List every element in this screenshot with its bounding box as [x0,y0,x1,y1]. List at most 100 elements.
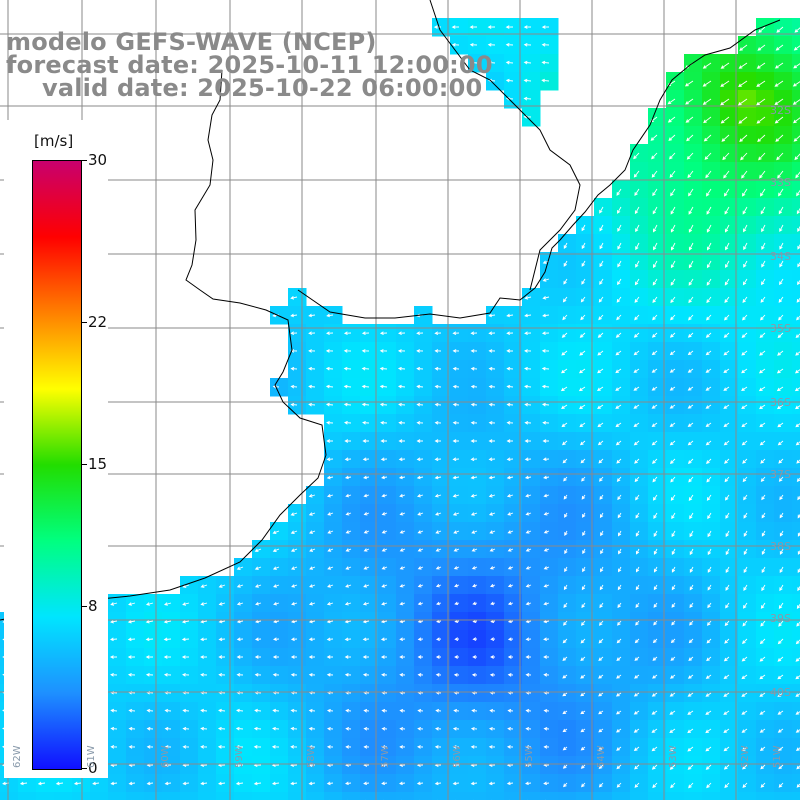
wind-arrow [722,152,730,161]
wind-speed-cell [432,666,451,685]
wind-arrow [706,476,712,483]
wind-arrow [598,314,604,321]
wind-speed-cell [792,180,800,199]
wind-arrow [524,296,532,300]
wind-arrow [761,548,766,555]
wind-arrow [760,314,766,321]
latitude-label: 36S [770,396,791,409]
wind-speed-cell [522,738,541,757]
wind-speed-cell [252,630,271,649]
wind-speed-cell [504,468,523,487]
wind-arrow [361,349,370,353]
wind-speed-cell [360,792,379,800]
wind-speed-cell [666,666,685,685]
wind-speed-cell [162,630,181,649]
wind-arrow [525,601,532,606]
wind-speed-cell [216,666,235,685]
wind-arrow [436,637,442,641]
wind-arrow [616,476,622,482]
wind-speed-cell [414,666,433,685]
wind-arrow [724,458,730,464]
wind-arrow [635,242,640,251]
wind-arrow [543,530,550,534]
wind-speed-cell [504,648,523,667]
wind-speed-cell [486,792,505,800]
wind-arrow [669,746,676,752]
wind-arrow [617,602,622,609]
wind-arrow [705,728,712,734]
wind-arrow [706,188,712,197]
wind-arrow [272,566,280,570]
wind-speed-cell [558,414,577,433]
wind-arrow [561,332,568,338]
wind-arrow [434,402,442,407]
wind-arrow [417,745,424,749]
wind-arrow [128,745,136,749]
wind-speed-cell [216,774,235,793]
wind-arrow [235,726,244,731]
wind-speed-cell [648,414,667,433]
wind-arrow [309,530,316,534]
wind-arrow [452,349,460,353]
wind-arrow [488,420,496,425]
wind-speed-cell [396,612,415,631]
wind-speed-cell [378,342,397,361]
wind-arrow [669,728,676,734]
wind-arrow [741,656,748,662]
wind-speed-cell [468,612,487,631]
wind-speed-cell [774,720,793,739]
wind-arrow [326,457,334,462]
wind-arrow [706,296,712,304]
wind-speed-cell [450,792,469,800]
wind-arrow [671,512,676,520]
wind-arrow [618,566,622,573]
wind-arrow [363,475,370,480]
wind-arrow [470,781,478,786]
wind-speed-cell [234,756,253,775]
wind-speed-cell [540,648,559,667]
wind-arrow [724,278,730,286]
wind-speed-cell [738,648,757,667]
wind-arrow [582,566,586,573]
wind-speed-cell [162,756,181,775]
wind-arrow [689,584,694,591]
wind-speed-cell [378,738,397,757]
wind-arrow [579,350,586,356]
wind-speed-cell [288,396,307,415]
wind-speed-cell [108,648,127,667]
wind-speed-cell [792,486,800,505]
wind-arrow [795,657,800,662]
wind-speed-cell [576,702,595,721]
wind-arrow [308,637,316,642]
wind-speed-cell [720,342,739,361]
wind-speed-cell [774,126,793,145]
wind-arrow [634,296,640,303]
wind-speed-cell [774,756,793,775]
wind-arrow [774,98,784,106]
wind-speed-cell [522,36,541,55]
wind-speed-cell [684,648,703,667]
wind-speed-cell [324,468,343,487]
wind-arrow [309,584,316,588]
wind-speed-cell [594,684,613,703]
wind-speed-cell [702,72,721,91]
wind-arrow [778,746,784,751]
wind-speed-cell [468,648,487,667]
wind-speed-cell [612,792,631,800]
wind-speed-cell [432,702,451,721]
wind-arrow [723,440,730,446]
wind-speed-cell [342,468,361,487]
wind-speed-cell [450,630,469,649]
wind-arrow [760,206,766,215]
wind-speed-cell [792,216,800,235]
wind-speed-cell [324,540,343,559]
wind-arrow [272,530,280,535]
wind-speed-cell [342,522,361,541]
wind-arrow [525,673,532,677]
wind-speed-cell [378,504,397,523]
wind-speed-cell [540,486,559,505]
wind-speed-cell [540,522,559,541]
wind-speed-cell [324,630,343,649]
wind-arrow [200,637,208,642]
wind-speed-cell [324,522,343,541]
